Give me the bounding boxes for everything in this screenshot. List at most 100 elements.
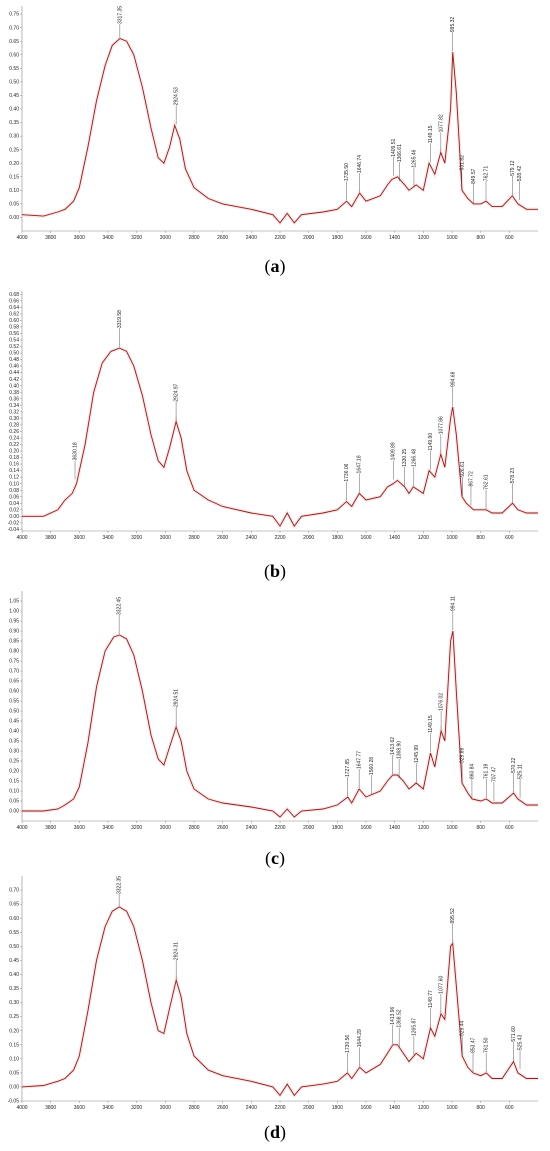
peak-label: 707.47 <box>491 766 497 782</box>
x-tick-label: 3200 <box>131 235 142 241</box>
y-tick-label: 0.35 <box>9 986 19 992</box>
y-tick-label: 0.65 <box>9 679 19 685</box>
peak-label: 929.89 <box>460 747 466 763</box>
y-tick-label: 0.10 <box>9 789 19 795</box>
peak-label: 860.84 <box>469 763 475 779</box>
peak-label: 762.61 <box>484 474 490 490</box>
x-tick-label: 2800 <box>188 235 199 241</box>
x-tick-label: 3000 <box>160 235 171 241</box>
y-tick-label: 0.25 <box>9 1014 19 1020</box>
peak-label: 1644.29 <box>357 1029 363 1047</box>
y-tick-label: 0.25 <box>9 759 19 765</box>
y-tick-label: 0.62 <box>9 311 19 317</box>
peak-label: 1149.15 <box>428 125 434 143</box>
peak-label: 2924.51 <box>174 689 180 707</box>
spectrum-chart-d: 4000 3800 3600 3400 3200 3000 2800 2600 2400 2200… <box>8 876 538 1111</box>
x-tick-label: 3800 <box>45 825 56 831</box>
y-tick-label: 0.60 <box>9 689 19 695</box>
x-tick-label: 2000 <box>303 235 314 241</box>
x-tick-label: 1600 <box>360 235 371 241</box>
y-tick-label: 0.70 <box>9 669 19 675</box>
spectrum-panel-a: 4000 3800 3600 3400 3200 3000 2800 2600 2400 2200… <box>0 0 550 285</box>
y-tick-label: 0.20 <box>9 449 19 455</box>
peak-label: 761.50 <box>484 1037 490 1053</box>
peak-label: 1265.46 <box>411 149 417 167</box>
y-tick-label: 0.60 <box>9 318 19 324</box>
y-tick-label: 0.80 <box>9 649 19 655</box>
x-tick-label: 2800 <box>188 825 199 831</box>
spectrum-line <box>21 37 538 224</box>
x-tick-label: 3800 <box>45 1105 56 1111</box>
peak-label: 853.47 <box>471 1037 477 1053</box>
x-tick-label: 1200 <box>418 535 429 541</box>
peak-label: 849.57 <box>471 168 477 184</box>
peak-label: 1077.86 <box>438 416 444 434</box>
y-tick-label: 0.40 <box>9 383 19 389</box>
y-tick-label: 0.05 <box>9 799 19 805</box>
peak-label: 1149.90 <box>428 433 434 451</box>
x-tick-label: 1800 <box>332 235 343 241</box>
spectrum-halo <box>21 36 538 226</box>
x-tick-label: 600 <box>505 825 514 831</box>
x-tick-label: 800 <box>476 825 485 831</box>
x-tick-label: 1800 <box>332 1105 343 1111</box>
peak-label: 1647.18 <box>357 455 363 473</box>
peak-label: 579.12 <box>510 160 516 176</box>
y-tick-label: 0.30 <box>9 1000 19 1006</box>
x-tick-label: 2400 <box>246 235 257 241</box>
y-tick-label: 0.65 <box>9 39 19 45</box>
x-tick-label: 1400 <box>389 825 400 831</box>
x-tick-label: 2400 <box>246 825 257 831</box>
peak-label: 1265.87 <box>411 1018 417 1036</box>
peak-label: 570.22 <box>511 757 517 773</box>
y-tick-label: 0.22 <box>9 442 19 448</box>
x-tick-label: 2200 <box>274 535 285 541</box>
y-tick-label: 0.30 <box>9 416 19 422</box>
spectrum-panel-b: 4000 3800 3600 3400 3200 3000 2800 2600 2400 2200… <box>0 285 550 585</box>
x-tick-label: 800 <box>476 1105 485 1111</box>
y-tick-label: 0.30 <box>9 749 19 755</box>
y-tick-label: 0.90 <box>9 629 19 635</box>
peak-label: 1266.48 <box>411 449 417 467</box>
y-tick-label: 0.34 <box>9 403 19 409</box>
x-tick-label: 4000 <box>16 1105 27 1111</box>
spectrum-line <box>22 630 538 818</box>
x-tick-label: 2200 <box>274 235 285 241</box>
peak-label: 867.72 <box>468 471 474 487</box>
y-tick-label: 0.40 <box>9 729 19 735</box>
peak-label: 1076.02 <box>439 693 445 711</box>
peak-label: 1409.51 <box>391 138 397 156</box>
y-tick-label: 0.16 <box>9 462 19 468</box>
x-tick-label: 1000 <box>446 535 457 541</box>
peak-label: 762.71 <box>484 166 490 182</box>
peak-label: 995.32 <box>450 17 456 33</box>
y-tick-label: 0.25 <box>9 147 19 153</box>
peak-label: 1646.74 <box>357 155 363 173</box>
y-tick-label: 0.60 <box>9 916 19 922</box>
x-tick-label: 2800 <box>188 1105 199 1111</box>
x-tick-label: 3200 <box>131 535 142 541</box>
x-tick-label: 3600 <box>74 825 85 831</box>
y-tick-label: 0.32 <box>9 409 19 415</box>
y-tick-label: 0.75 <box>9 12 19 18</box>
y-tick-label: 0.40 <box>9 972 19 978</box>
y-tick-label: 0.60 <box>9 52 19 58</box>
y-tick-label: 0.30 <box>9 134 19 140</box>
peak-label: 525.11 <box>518 764 524 779</box>
y-tick-label: -0.02 <box>8 520 20 526</box>
x-tick-label: 3000 <box>160 825 171 831</box>
y-tick-label: -0.04 <box>8 527 20 533</box>
y-tick-label: 0.75 <box>9 659 19 665</box>
x-tick-label: 1800 <box>332 825 343 831</box>
peak-label: 926.61 <box>460 461 466 477</box>
peak-label: 2924.31 <box>174 942 180 960</box>
y-tick-label: 0.50 <box>9 709 19 715</box>
y-tick-label: 0.20 <box>9 769 19 775</box>
spectrum-panel-c: 4000 3800 3600 3400 3200 3000 2800 2600 2400 2200… <box>0 585 550 875</box>
y-tick-label: 0.28 <box>9 422 19 428</box>
peak-label: 994.68 <box>450 371 456 387</box>
peak-label: 761.19 <box>484 763 490 779</box>
peak-label: 3319.58 <box>117 310 123 328</box>
y-tick-label: 0.65 <box>9 902 19 908</box>
peak-label: 3322.35 <box>117 876 123 894</box>
